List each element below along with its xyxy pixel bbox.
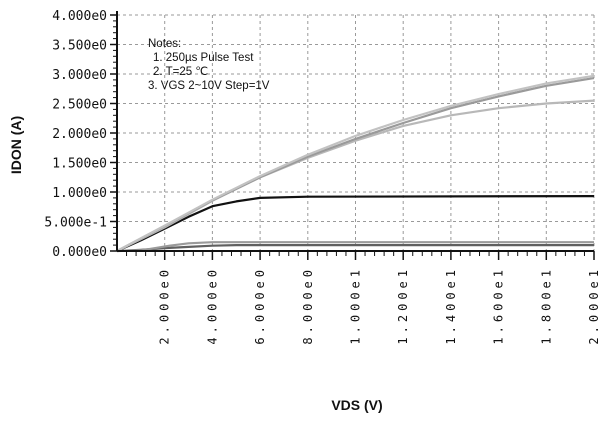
series-group [116, 74, 595, 253]
y-tick-label: 2.000e0 [52, 127, 107, 142]
y-tick-labels: 0.000e0 5.000e-1 1.000e0 1.500e0 2.000e0 2.50… [44, 9, 107, 260]
y-tick-label: 1.000e0 [52, 186, 107, 201]
x-tick-labels: 2.000e0 4.000e0 6.000e0 8.000e0 1.000e1 1.200… [158, 266, 600, 345]
y-tick-label: 3.000e0 [52, 68, 107, 83]
y-tick-label: 5.000e-1 [44, 216, 107, 231]
series-line-6 [116, 74, 595, 252]
x-tick-label: 1.600e1 [492, 266, 506, 345]
y-tick-label: 4.000e0 [52, 9, 107, 24]
y-axis-title: IDON (A) [8, 116, 24, 174]
note-line-3: 2. T=25 ℃ [153, 66, 208, 78]
y-tick-label: 0.000e0 [52, 245, 107, 260]
x-tick-label: 1.400e1 [444, 266, 458, 345]
x-axis-title: VDS (V) [331, 397, 382, 413]
x-tick-label: 2.000e0 [158, 266, 172, 345]
x-tick-label: 4.000e0 [205, 266, 219, 345]
x-tick-label: 2.000e1 [587, 266, 600, 345]
notes-box: Notes: 1. 250µs Pulse Test 2. T=25 ℃ 3. VGS… [148, 38, 270, 92]
x-tick-label: 1.800e1 [539, 266, 553, 345]
y-tick-label: 3.500e0 [52, 39, 107, 54]
grid-lines [117, 14, 595, 251]
x-tick-label: 1.000e1 [349, 266, 363, 345]
note-line-1: Notes: [148, 38, 181, 50]
y-tick-label: 2.500e0 [52, 98, 107, 113]
note-line-4: 3. VGS 2~10V Step=1V [148, 80, 270, 92]
axes [110, 11, 595, 260]
y-tick-label: 1.500e0 [52, 157, 107, 172]
x-tick-label: 8.000e0 [301, 266, 315, 345]
x-tick-label: 1.200e1 [396, 266, 410, 345]
note-line-2: 1. 250µs Pulse Test [153, 52, 254, 64]
x-tick-label: 6.000e0 [253, 266, 267, 345]
